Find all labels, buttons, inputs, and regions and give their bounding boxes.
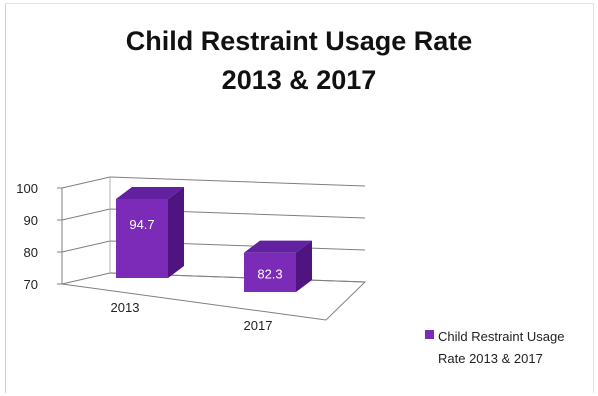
- gridline-100: [61, 176, 366, 189]
- bar-2017: [244, 252, 296, 292]
- y-tick-label: 90: [24, 213, 38, 228]
- bar-side-2017: [296, 240, 312, 292]
- legend-swatch: [425, 330, 434, 339]
- y-tick-label: 70: [24, 277, 38, 292]
- chart-frame: [5, 3, 594, 393]
- labels: 94.7 82.3 2013 2017: [111, 217, 283, 333]
- gridline-70: [61, 272, 366, 285]
- bars: [116, 186, 312, 292]
- gridline-90: [61, 208, 366, 221]
- chart-title-line-1: Child Restraint Usage Rate: [125, 26, 473, 56]
- chart-title: Child Restraint Usage Rate 2013 & 2017: [0, 22, 598, 100]
- gridlines: [61, 176, 366, 285]
- axes: 70 80 90 100: [16, 177, 367, 321]
- gridline-80: [61, 240, 366, 253]
- data-label-2017: 82.3: [257, 267, 282, 282]
- y-tick-label: 100: [16, 181, 38, 196]
- legend-label: Child Restraint Usage Rate 2013 & 2017: [438, 329, 565, 366]
- bar-side-2013: [168, 186, 184, 278]
- bar-top-2017: [244, 240, 312, 253]
- data-label-2013: 94.7: [129, 217, 154, 232]
- floor-outline: [61, 272, 367, 321]
- x-tick-label-2017: 2017: [244, 318, 273, 333]
- bar-2013: [116, 198, 168, 278]
- y-tick-label: 80: [24, 245, 38, 260]
- bar-top-2013: [116, 186, 184, 199]
- chart-title-line-2: 2013 & 2017: [221, 65, 377, 95]
- x-tick-label-2013: 2013: [111, 300, 140, 315]
